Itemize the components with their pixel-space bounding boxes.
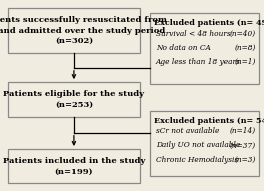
Text: (n=3): (n=3): [235, 156, 256, 164]
Text: Survival < 48 hours: Survival < 48 hours: [156, 30, 230, 38]
Text: Daily UO not available: Daily UO not available: [156, 141, 240, 149]
Text: (n=40): (n=40): [230, 30, 256, 38]
FancyBboxPatch shape: [8, 82, 140, 117]
Text: Excluded patients (n= 54) :: Excluded patients (n= 54) :: [154, 117, 264, 125]
FancyBboxPatch shape: [150, 13, 259, 84]
Text: Age less than 18 years: Age less than 18 years: [156, 58, 241, 66]
Text: Patients included in the study
(n=199): Patients included in the study (n=199): [3, 157, 145, 175]
Text: (n=37): (n=37): [230, 141, 256, 149]
Text: sCr not available: sCr not available: [156, 127, 219, 135]
Text: Patients successfully resuscitated from
CA and admitted over the study period
(n: Patients successfully resuscitated from …: [0, 16, 167, 45]
FancyBboxPatch shape: [8, 8, 140, 53]
Text: (n=1): (n=1): [235, 58, 256, 66]
Text: Excluded patients (n= 49) :: Excluded patients (n= 49) :: [154, 19, 264, 27]
FancyBboxPatch shape: [8, 149, 140, 183]
Text: Patients eligible for the study
(n=253): Patients eligible for the study (n=253): [3, 90, 144, 108]
Text: (n=14): (n=14): [230, 127, 256, 135]
Text: No data on CA: No data on CA: [156, 44, 211, 52]
Text: (n=8): (n=8): [235, 44, 256, 52]
FancyBboxPatch shape: [150, 111, 259, 176]
Text: Chronic Hemodialysis: Chronic Hemodialysis: [156, 156, 238, 164]
